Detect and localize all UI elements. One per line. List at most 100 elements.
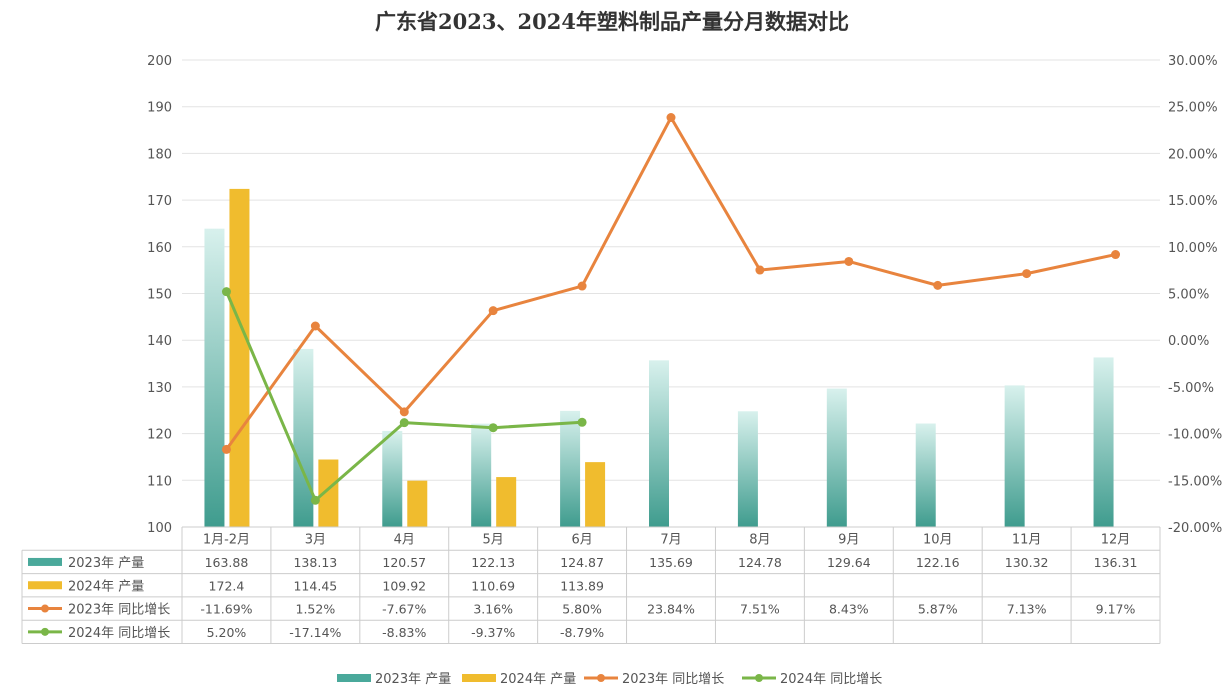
bar-2024 <box>585 462 606 527</box>
bar-2024 <box>318 459 339 527</box>
bar-2023 <box>1093 357 1114 527</box>
table-cell: 130.32 <box>1005 555 1049 570</box>
line-point <box>221 444 231 454</box>
y-left-tick-label: 190 <box>147 101 172 116</box>
x-tick-label: 5月 <box>483 533 504 548</box>
table-cell: 135.69 <box>649 555 693 570</box>
table-row-label: 2024年 产量 <box>68 579 144 594</box>
x-tick-label: 12月 <box>1101 533 1131 548</box>
y-right-tick-label: 20.00% <box>1168 147 1218 162</box>
table-cell: 3.16% <box>473 602 513 617</box>
line-point <box>844 256 854 266</box>
legend-label: 2023年 产量 <box>375 672 451 687</box>
table-cell: 124.87 <box>560 555 604 570</box>
x-tick-label: 10月 <box>923 533 953 548</box>
y-right-tick-label: 5.00% <box>1168 288 1209 303</box>
bar-2023 <box>471 423 492 527</box>
bar-2023 <box>1004 385 1025 527</box>
line-point <box>310 321 320 331</box>
x-tick-label: 8月 <box>749 533 770 548</box>
y-right-tick-label: 0.00% <box>1168 334 1209 349</box>
table-cell: -11.69% <box>200 602 252 617</box>
y-right-tick-label: 15.00% <box>1168 194 1218 209</box>
table-cell: 7.13% <box>1007 602 1047 617</box>
bar-2024 <box>496 477 517 527</box>
y-right-tick-label: -10.00% <box>1168 428 1222 443</box>
table-cell: 124.78 <box>738 555 782 570</box>
table-cell: 5.87% <box>918 602 958 617</box>
table-cell: 122.13 <box>471 555 515 570</box>
line-point <box>221 287 231 297</box>
table-cell: 172.4 <box>209 578 245 593</box>
line-point <box>577 417 587 427</box>
table-cell: 9.17% <box>1096 602 1136 617</box>
bar-2023 <box>382 430 403 527</box>
legend-label: 2023年 同比增长 <box>622 672 724 687</box>
y-left-tick-label: 200 <box>147 54 172 69</box>
bar-2023 <box>293 348 314 527</box>
line-point <box>310 495 320 505</box>
y-right-tick-label: 25.00% <box>1168 101 1218 116</box>
table-cell: 138.13 <box>293 555 337 570</box>
table-cell: 113.89 <box>560 578 604 593</box>
x-tick-label: 9月 <box>838 533 859 548</box>
legend-key <box>337 674 371 682</box>
table-cell: 109.92 <box>382 578 426 593</box>
line-point <box>488 423 498 433</box>
line-point <box>577 281 587 291</box>
table-row-label: 2023年 同比增长 <box>68 603 170 618</box>
bar-2024 <box>407 480 428 527</box>
x-tick-label: 11月 <box>1012 533 1042 548</box>
line-point <box>399 418 409 428</box>
table-cell: -9.37% <box>471 625 515 640</box>
line-point <box>1022 269 1032 279</box>
table-cell: -8.79% <box>560 625 604 640</box>
y-left-tick-label: 110 <box>147 474 172 489</box>
legend-key <box>597 674 605 682</box>
y-left-tick-label: 120 <box>147 428 172 443</box>
legend-label: 2024年 产量 <box>500 672 576 687</box>
y-left-tick-label: 150 <box>147 288 172 303</box>
x-tick-label: 4月 <box>394 533 415 548</box>
line-point <box>666 113 676 123</box>
table-cell: -8.83% <box>382 625 426 640</box>
y-right-tick-label: -15.00% <box>1168 474 1222 489</box>
table-legend-key <box>28 581 62 590</box>
legend-key <box>755 674 763 682</box>
table-cell: 163.88 <box>205 555 249 570</box>
bar-2023 <box>737 411 758 527</box>
line-point <box>933 280 943 290</box>
table-legend-key <box>28 557 62 566</box>
table-cell: 1.52% <box>296 602 336 617</box>
y-left-tick-label: 100 <box>147 521 172 536</box>
bar-2024 <box>229 188 250 527</box>
bar-2023 <box>204 228 225 527</box>
table-legend-key <box>41 604 49 613</box>
y-right-tick-label: 30.00% <box>1168 54 1218 69</box>
table-row-label: 2024年 同比增长 <box>68 626 170 641</box>
line-point <box>755 265 765 275</box>
bar-2023 <box>915 423 936 527</box>
table-cell: 129.64 <box>827 555 871 570</box>
table-cell: 5.80% <box>562 602 602 617</box>
y-right-tick-label: -20.00% <box>1168 521 1222 536</box>
table-cell: -17.14% <box>289 625 341 640</box>
table-cell: 136.31 <box>1094 555 1138 570</box>
table-cell: 7.51% <box>740 602 780 617</box>
x-tick-label: 3月 <box>305 533 326 548</box>
bar-2023 <box>826 388 847 527</box>
y-left-tick-label: 180 <box>147 147 172 162</box>
table-cell: 5.20% <box>207 625 247 640</box>
table-cell: 23.84% <box>647 602 695 617</box>
y-right-tick-label: -5.00% <box>1168 381 1214 396</box>
table-cell: -7.67% <box>382 602 426 617</box>
table-cell: 120.57 <box>382 555 426 570</box>
chart-title: 广东省2023、2024年塑料制品产量分月数据对比 <box>375 9 849 34</box>
table-cell: 122.16 <box>916 555 960 570</box>
line-point <box>488 306 498 316</box>
line-point <box>399 407 409 417</box>
bar-2023 <box>560 410 581 527</box>
table-legend-key <box>41 627 49 636</box>
line-series-0 <box>225 116 1116 451</box>
y-left-tick-label: 160 <box>147 241 172 256</box>
